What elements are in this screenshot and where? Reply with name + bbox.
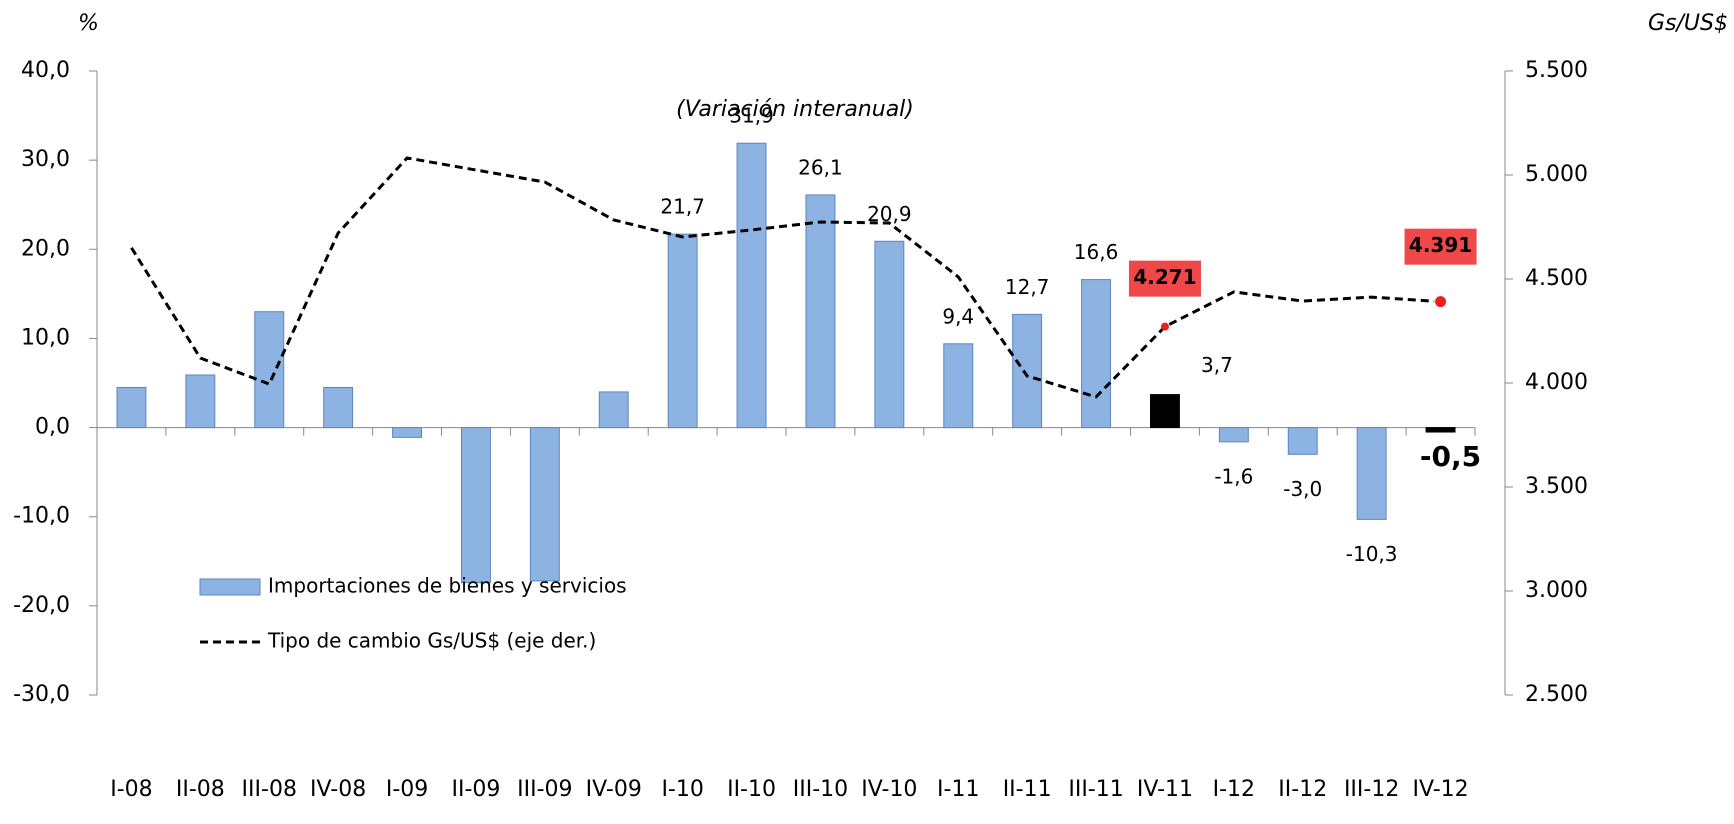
y2-tick-label: 4.500 — [1525, 266, 1588, 291]
bar — [875, 241, 904, 427]
y-tick-label: 0,0 — [35, 415, 70, 440]
x-tick-label: II-08 — [176, 777, 225, 802]
bar-value-label: 26,1 — [798, 155, 843, 179]
y2-tick-label: 3.500 — [1525, 474, 1588, 499]
y-tick-label: 40,0 — [21, 58, 70, 83]
y-tick-label: 20,0 — [21, 236, 70, 261]
bar — [599, 392, 628, 428]
bar — [1082, 280, 1111, 428]
x-tick-label: IV-08 — [310, 777, 366, 802]
bar — [530, 428, 559, 581]
line — [131, 158, 1440, 397]
bar — [1357, 428, 1386, 520]
x-tick-label: IV-09 — [586, 777, 642, 802]
bar — [737, 143, 766, 427]
bar-value-label: -0,5 — [1420, 440, 1481, 473]
y2-tick-label: 2.500 — [1525, 682, 1588, 707]
x-tick-label: II-09 — [451, 777, 500, 802]
bar-value-label: 9,4 — [942, 304, 974, 328]
bar — [1150, 395, 1179, 428]
chart: % Gs/US$ (Variación interanual) -30,0 -20… — [0, 0, 1734, 824]
y2-tick-label: 5.000 — [1525, 162, 1588, 187]
bar — [393, 428, 422, 438]
x-tick-label: I-12 — [1213, 777, 1255, 802]
legend-swatch — [200, 579, 260, 595]
y2-tick-label: 3.000 — [1525, 578, 1588, 603]
bar — [117, 387, 146, 427]
x-tick-label: I-10 — [661, 777, 703, 802]
x-tick-label: I-11 — [937, 777, 979, 802]
y-tick-label: -20,0 — [13, 593, 70, 618]
x-tick-label: III-08 — [242, 777, 297, 802]
bar — [1288, 428, 1317, 455]
bar-value-label: 12,7 — [1005, 275, 1050, 299]
bar — [1219, 428, 1248, 442]
bar-value-label: 21,7 — [660, 195, 705, 219]
bar — [1426, 428, 1455, 432]
line-point — [1161, 323, 1169, 331]
bar — [186, 375, 215, 428]
bar-value-label: 3,7 — [1201, 353, 1233, 377]
x-tick-label: III-10 — [793, 777, 848, 802]
x-tick-label: III-11 — [1068, 777, 1123, 802]
x-tick-label: II-12 — [1278, 777, 1327, 802]
x-tick-label: I-09 — [386, 777, 428, 802]
bar-value-label: -10,3 — [1346, 542, 1398, 566]
bar — [255, 312, 284, 428]
bar-value-label: -1,6 — [1214, 464, 1253, 488]
bar-value-label: 16,6 — [1074, 240, 1119, 264]
bar — [461, 428, 490, 583]
line-value-label: 4.271 — [1133, 265, 1196, 289]
bar — [668, 234, 697, 427]
bar — [944, 344, 973, 428]
y-tick-label: -30,0 — [13, 682, 70, 707]
bar — [806, 195, 835, 428]
legend-label: Importaciones de bienes y servicios — [268, 574, 627, 598]
x-tick-label: III-12 — [1344, 777, 1399, 802]
y-axis-title: % — [78, 11, 99, 36]
x-tick-label: III-09 — [517, 777, 572, 802]
x-tick-label: IV-12 — [1412, 777, 1468, 802]
y-tick-label: -10,0 — [13, 504, 70, 529]
y2-axis-title: Gs/US$ — [1648, 11, 1728, 36]
x-tick-label: II-11 — [1003, 777, 1052, 802]
y-tick-label: 30,0 — [21, 147, 70, 172]
bar — [1013, 314, 1042, 427]
legend-label: Tipo de cambio Gs/US$ (eje der.) — [267, 629, 596, 653]
x-tick-label: I-08 — [110, 777, 152, 802]
x-tick-label: II-10 — [727, 777, 776, 802]
line-point — [1435, 296, 1447, 308]
y-tick-label: 10,0 — [21, 325, 70, 350]
x-tick-label: IV-11 — [1137, 777, 1193, 802]
y2-tick-label: 4.000 — [1525, 370, 1588, 395]
line-value-label: 4.391 — [1409, 233, 1472, 257]
bar-value-label: 31,9 — [729, 104, 774, 128]
bar-value-label: -3,0 — [1283, 477, 1322, 501]
x-tick-label: IV-10 — [861, 777, 917, 802]
y2-tick-label: 5.500 — [1525, 58, 1588, 83]
chart-subtitle: (Variación interanual) — [676, 97, 914, 122]
bar — [324, 387, 353, 427]
